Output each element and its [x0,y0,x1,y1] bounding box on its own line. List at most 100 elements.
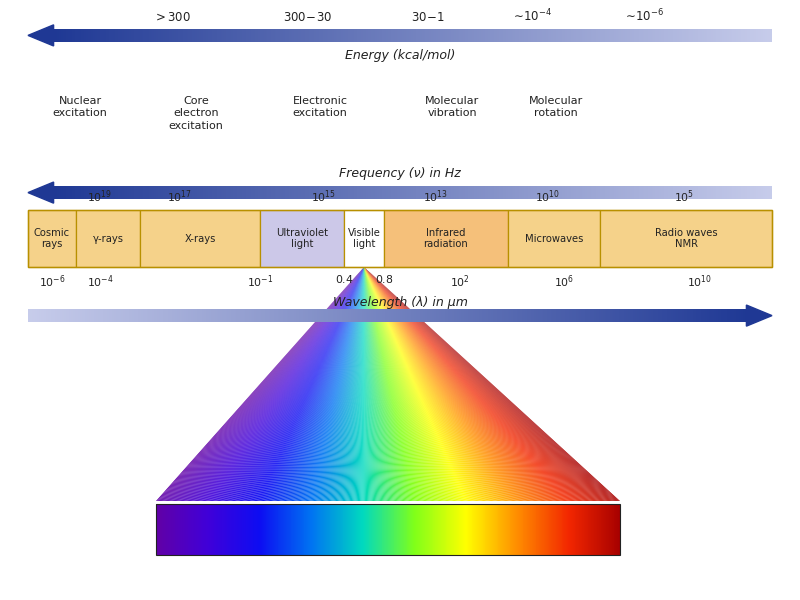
Polygon shape [159,267,364,501]
Bar [508,210,600,267]
Polygon shape [198,267,364,501]
Polygon shape [228,267,364,501]
Polygon shape [364,267,519,501]
Text: $10^{2}$: $10^{2}$ [450,273,470,290]
Polygon shape [364,267,401,501]
Text: $10^{19}$: $10^{19}$ [87,188,113,205]
Polygon shape [364,267,378,501]
Polygon shape [326,267,364,501]
Polygon shape [332,267,364,501]
Polygon shape [262,267,364,501]
Polygon shape [364,267,502,501]
Polygon shape [331,267,364,501]
Polygon shape [235,267,364,501]
Polygon shape [195,267,364,501]
Polygon shape [364,267,507,501]
Polygon shape [362,267,364,501]
Polygon shape [364,267,375,501]
Polygon shape [323,267,364,501]
Polygon shape [364,267,418,501]
Polygon shape [364,267,530,501]
Polygon shape [172,267,364,501]
Polygon shape [364,267,442,501]
Polygon shape [364,267,607,501]
Polygon shape [364,267,514,501]
Polygon shape [364,267,390,501]
Polygon shape [364,267,461,501]
Polygon shape [364,267,501,501]
Polygon shape [364,267,602,501]
Polygon shape [300,267,364,501]
Polygon shape [364,267,566,501]
Polygon shape [298,267,364,501]
Polygon shape [230,267,364,501]
Polygon shape [364,267,533,501]
Polygon shape [205,267,364,501]
Polygon shape [275,267,364,501]
Polygon shape [239,267,364,501]
Polygon shape [158,267,364,501]
Polygon shape [364,267,494,501]
Text: $10^{5}$: $10^{5}$ [674,188,694,205]
Polygon shape [311,267,364,501]
Polygon shape [315,267,364,501]
Polygon shape [226,267,364,501]
Polygon shape [364,267,498,501]
Polygon shape [364,267,545,501]
Polygon shape [294,267,364,501]
Polygon shape [248,267,364,501]
Polygon shape [364,267,596,501]
Text: $10^{-6}$: $10^{-6}$ [38,273,66,290]
Polygon shape [355,267,364,501]
Polygon shape [364,267,554,501]
Polygon shape [279,267,364,501]
Polygon shape [364,267,581,501]
Bar [28,210,76,267]
Polygon shape [270,267,364,501]
Polygon shape [287,267,364,501]
Polygon shape [364,267,398,501]
Text: $300\!-\!30$: $300\!-\!30$ [283,11,333,24]
Polygon shape [364,267,600,501]
Text: $10^{-4}$: $10^{-4}$ [86,273,114,290]
Text: Wavelength (λ) in μm: Wavelength (λ) in μm [333,296,467,309]
Polygon shape [339,267,364,501]
Bar [140,210,260,267]
Polygon shape [364,267,489,501]
Polygon shape [364,267,454,501]
Polygon shape [364,267,586,501]
Polygon shape [174,267,364,501]
Polygon shape [208,267,364,501]
Polygon shape [364,267,615,501]
Polygon shape [364,267,597,501]
Polygon shape [364,267,528,501]
Polygon shape [210,267,364,501]
Polygon shape [364,267,422,501]
Text: $>300$: $>300$ [153,11,191,24]
Polygon shape [364,267,490,501]
Polygon shape [342,267,364,501]
Text: $10^{13}$: $10^{13}$ [423,188,449,205]
Polygon shape [364,267,419,501]
Polygon shape [194,267,364,501]
Polygon shape [364,267,576,501]
Polygon shape [364,267,367,501]
Text: $\sim\!10^{-6}$: $\sim\!10^{-6}$ [623,7,665,24]
Polygon shape [364,267,406,501]
Polygon shape [364,267,475,501]
Polygon shape [364,267,387,501]
Polygon shape [329,267,364,501]
Polygon shape [364,267,462,501]
Polygon shape [364,267,518,501]
Polygon shape [364,267,411,501]
Polygon shape [364,267,442,501]
Polygon shape [292,267,364,501]
Polygon shape [364,267,589,501]
Polygon shape [306,267,364,501]
Polygon shape [364,267,370,501]
Polygon shape [334,267,364,501]
Polygon shape [364,267,403,501]
Polygon shape [364,267,620,501]
Text: $\sim\!10^{-4}$: $\sim\!10^{-4}$ [511,7,553,24]
Polygon shape [364,267,467,501]
